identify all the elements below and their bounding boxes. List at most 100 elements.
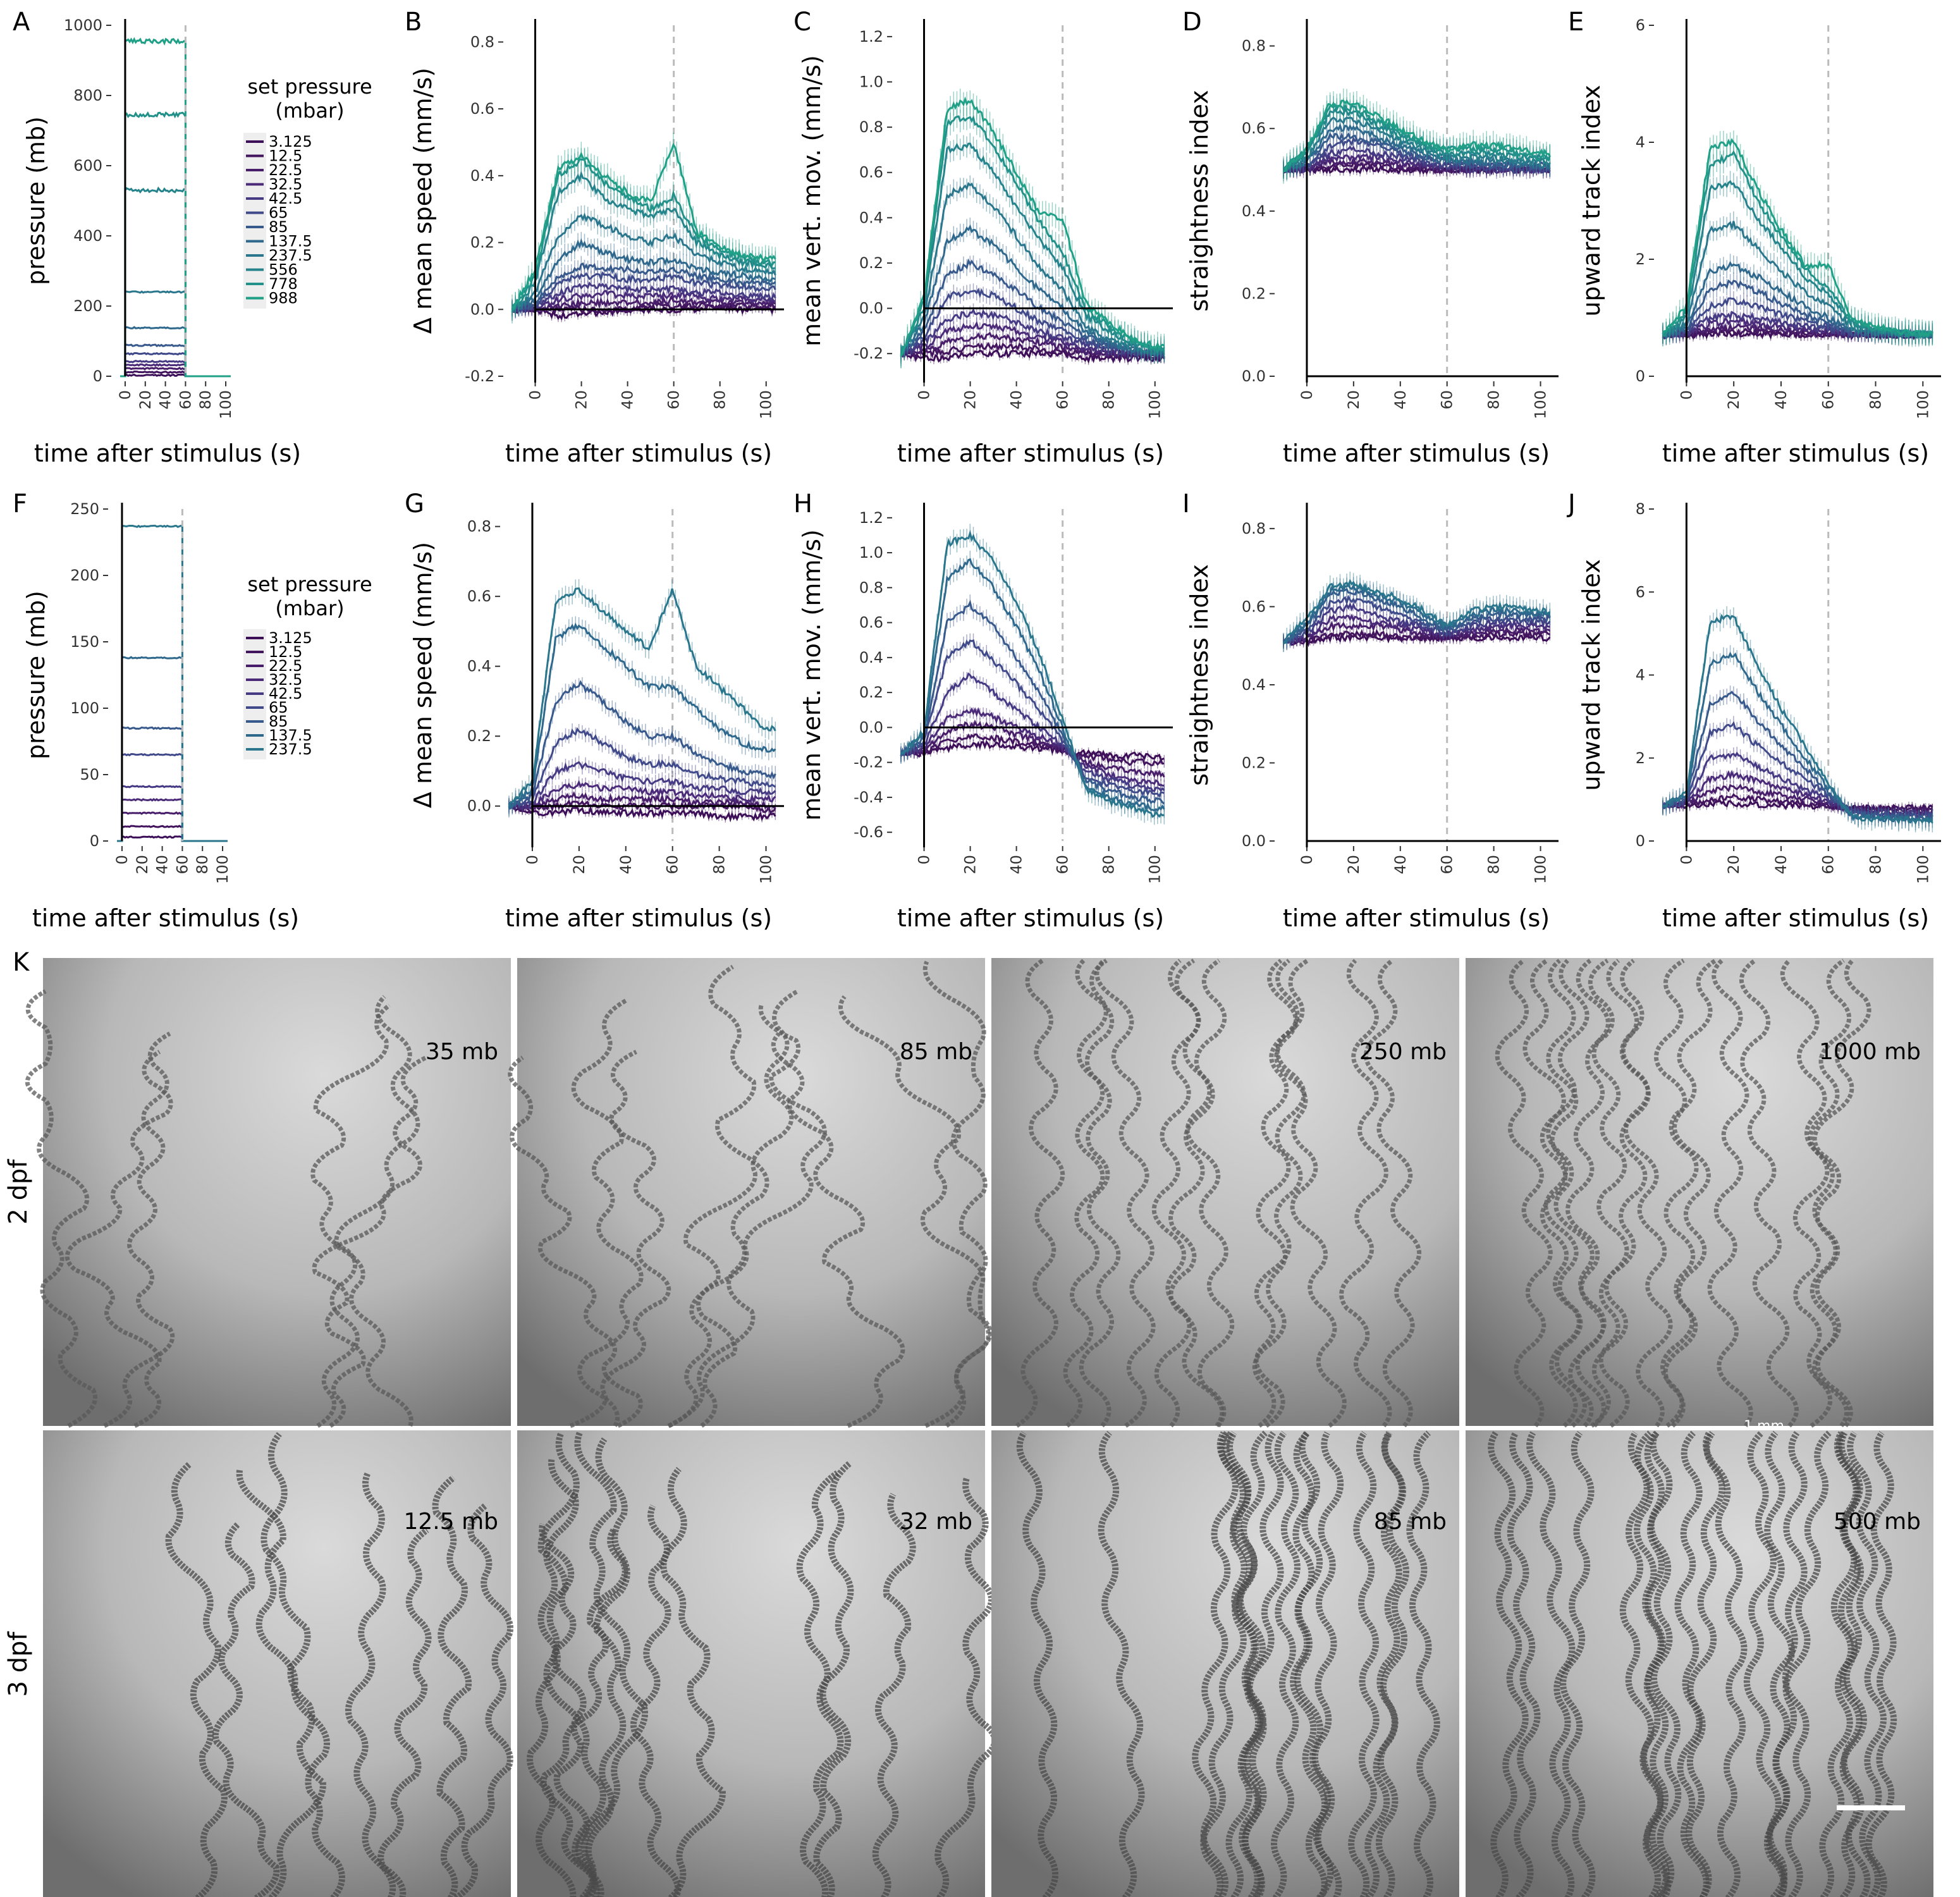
larva-track — [569, 1050, 671, 1428]
series-line-3.125 — [900, 347, 1165, 364]
larva-track — [1576, 959, 1629, 1428]
larva-track — [527, 1459, 579, 1897]
x-tick-label: 40 — [1392, 390, 1409, 410]
larva-track — [796, 1470, 852, 1897]
series-line-22.5 — [511, 294, 776, 316]
series-line-85 — [511, 262, 776, 314]
y-axis-title: pressure (mb) — [22, 116, 50, 285]
pressure-trace-42.5 — [117, 785, 228, 842]
series-line-85 — [900, 599, 1165, 805]
panel-letter: G — [405, 489, 424, 519]
y-tick-label: 0.4 — [467, 658, 491, 675]
larva-track — [1495, 959, 1553, 1428]
x-tick-label: 0 — [1298, 390, 1316, 400]
y-tick-label: 0.0 — [859, 718, 883, 736]
y-tick-label: 0.4 — [470, 167, 494, 185]
legend-entry: 137.5 — [269, 727, 312, 744]
larva-track — [1339, 959, 1392, 1428]
larva-track — [771, 1032, 905, 1428]
series-line-778 — [900, 114, 1165, 357]
photo-panel: 250 mb — [991, 958, 1459, 1428]
x-axis-title: time after stimulus (s) — [505, 439, 772, 467]
legend-2: set pressure(mbar) 3.12512.522.532.542.56… — [243, 572, 372, 759]
y-tick-label: 6 — [1636, 583, 1645, 601]
pressure-label: 85 mb — [900, 1039, 972, 1065]
larva-track — [1526, 1431, 1576, 1897]
larva-track — [934, 1476, 998, 1897]
x-tick-label: 80 — [711, 855, 728, 875]
x-tick-label: 40 — [157, 390, 175, 410]
y-tick-label: 100 — [70, 699, 99, 717]
pressure-label: 32 mb — [900, 1509, 972, 1535]
legend-entry: 237.5 — [269, 740, 312, 758]
y-tick-label: 200 — [73, 297, 102, 315]
x-tick-label: 60 — [1820, 855, 1837, 875]
y-tick-label: 0.4 — [859, 649, 883, 666]
photo-panels: K 2 dpf 35 mb 85 mb 250 mb 1000 mb 3 dpf 12.5 m… — [4, 948, 1933, 1897]
series-line-237.5 — [1662, 221, 1933, 339]
legend-entry: 85 — [269, 218, 288, 236]
larva-track — [1192, 1431, 1239, 1897]
larva-track — [1094, 959, 1156, 1428]
larva-track — [212, 1521, 280, 1897]
larva-track — [1016, 1431, 1058, 1897]
larva-track — [667, 964, 769, 1428]
x-axis-title: time after stimulus (s) — [1662, 904, 1929, 932]
y-axis-title: pressure (mb) — [22, 591, 50, 759]
x-tick-label: 40 — [154, 855, 171, 875]
larva-track — [1764, 1430, 1811, 1897]
pressure-trace-988 — [120, 37, 231, 378]
x-tick-label: 80 — [1485, 390, 1503, 410]
y-tick-label: -0.2 — [465, 367, 494, 385]
x-tick-label: 20 — [1345, 855, 1363, 875]
y-axis-title: straightness index — [1185, 564, 1213, 785]
series-line-85 — [1282, 132, 1551, 171]
y-tick-label: 6 — [1636, 16, 1645, 34]
pressure-trace-3.125 — [120, 373, 231, 378]
y-tick-label: 50 — [80, 766, 99, 783]
larva-track — [1830, 1431, 1865, 1897]
photo-panel: 1000 mb — [1466, 958, 1933, 1428]
x-tick-label: 20 — [1725, 390, 1743, 410]
x-tick-label: 80 — [197, 390, 214, 410]
legend-entry: 237.5 — [269, 247, 312, 264]
y-tick-label: 0.0 — [1242, 832, 1266, 850]
y-tick-label: -0.2 — [854, 345, 883, 362]
photo-background — [43, 1430, 511, 1897]
series-line-137.5 — [508, 622, 776, 810]
x-tick-label: 40 — [1772, 855, 1790, 875]
larva-track — [1654, 958, 1711, 1428]
pressure-trace-32.5 — [120, 363, 231, 378]
larva-track — [345, 1471, 396, 1897]
pressure-trace-778 — [120, 111, 231, 378]
x-tick-label: 60 — [664, 855, 682, 875]
larva-track — [683, 989, 799, 1428]
series-line-22.5 — [900, 719, 1165, 778]
series-line-22.5 — [508, 791, 776, 811]
photo-background — [43, 958, 511, 1426]
y-tick-label: 1.2 — [859, 509, 883, 527]
legend-entry: 65 — [269, 699, 288, 716]
y-tick-label: 0.2 — [859, 254, 883, 272]
series-line-32.5 — [511, 289, 776, 313]
y-tick-label: 150 — [70, 633, 99, 651]
y-tick-label: 600 — [73, 157, 102, 175]
legend-title: set pressure — [247, 572, 372, 596]
x-tick-label: 20 — [1725, 855, 1743, 875]
legend-entry: 988 — [269, 290, 298, 307]
series-line-3.125 — [900, 740, 1165, 762]
photo-panel: 32 mb — [517, 1430, 998, 1897]
y-axis-title: upward track index — [1577, 559, 1605, 790]
pressure-trace-556 — [120, 186, 231, 378]
series-line-65 — [1283, 594, 1551, 644]
x-tick-label: 20 — [570, 855, 588, 875]
photo-background — [991, 958, 1459, 1426]
y-tick-label: 0.8 — [1242, 520, 1266, 537]
x-tick-label: 80 — [193, 855, 211, 875]
series-line-85 — [508, 680, 776, 810]
x-tick-label: 40 — [1008, 390, 1026, 410]
x-tick-label: 60 — [665, 390, 683, 410]
larva-track — [668, 1004, 827, 1428]
larva-track — [1015, 959, 1065, 1428]
larva-track — [1252, 959, 1309, 1428]
